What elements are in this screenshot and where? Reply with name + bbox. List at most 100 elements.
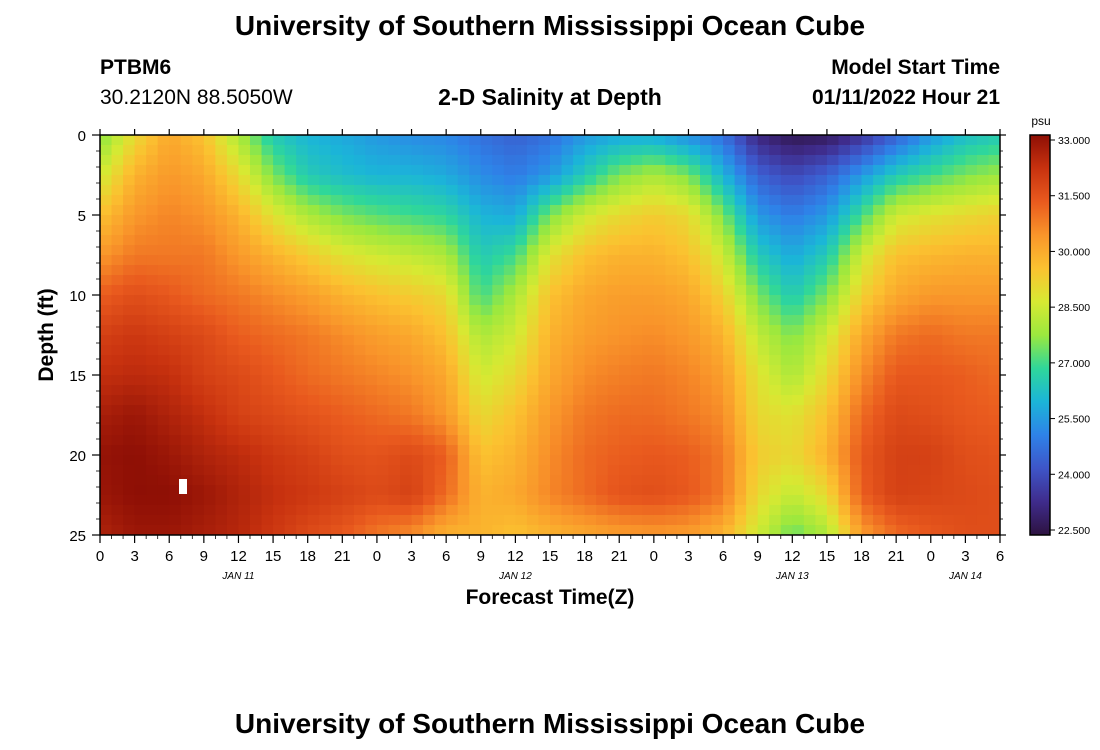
heatmap-cell (457, 265, 470, 276)
heatmap-cell (930, 455, 943, 466)
heatmap-cell (469, 375, 482, 386)
heatmap-cell (192, 415, 205, 426)
heatmap-cell (100, 135, 113, 146)
heatmap-cell (434, 395, 447, 406)
heatmap-cell (100, 355, 113, 366)
heatmap-cell (526, 475, 540, 486)
heatmap-cell (919, 515, 932, 526)
heatmap-cell (146, 185, 159, 196)
heatmap-cell (665, 505, 678, 516)
heatmap-cell (330, 325, 343, 336)
heatmap-cell (619, 325, 632, 336)
heatmap-cell (134, 195, 147, 206)
heatmap-cell (307, 345, 320, 356)
heatmap-cell (965, 365, 978, 376)
heatmap-cell (157, 405, 170, 416)
heatmap-cell (376, 415, 390, 426)
heatmap-cell (642, 345, 655, 356)
heatmap-cell (873, 175, 886, 186)
heatmap-cell (238, 525, 251, 535)
heatmap-cell (930, 375, 943, 386)
heatmap-cell (953, 135, 966, 146)
heatmap-cell (111, 375, 124, 386)
heatmap-cell (700, 155, 713, 166)
heatmap-cell (307, 525, 320, 535)
heatmap-cell (757, 205, 770, 216)
heatmap-cell (215, 385, 228, 396)
heatmap-cell (596, 225, 609, 236)
heatmap-cell (873, 385, 886, 396)
heatmap-cell (803, 465, 816, 476)
heatmap-cell (873, 505, 886, 516)
heatmap-cell (353, 195, 366, 206)
heatmap-cell (780, 295, 793, 306)
heatmap-cell (630, 145, 643, 156)
heatmap-cell (630, 245, 643, 256)
heatmap-cell (469, 465, 482, 476)
heatmap-cell (838, 525, 851, 535)
heatmap-cell (665, 315, 678, 326)
heatmap-cell (988, 405, 1000, 416)
heatmap-cell (388, 395, 401, 406)
heatmap-cell (446, 195, 459, 206)
heatmap-cell (630, 525, 643, 535)
heatmap-cell (653, 435, 666, 446)
heatmap-cell (400, 245, 413, 256)
heatmap-cell (215, 135, 228, 146)
heatmap-cell (411, 415, 424, 426)
heatmap-cell (723, 375, 736, 386)
heatmap-cell (607, 195, 620, 206)
heatmap-cell (965, 195, 978, 206)
heatmap-cell (930, 355, 943, 366)
heatmap-cell (376, 525, 390, 535)
heatmap-cell (250, 155, 263, 166)
heatmap-cell (642, 295, 655, 306)
heatmap-cell (515, 175, 528, 186)
x-tick-label: 0 (927, 548, 935, 565)
heatmap-cell (850, 305, 863, 316)
heatmap-cell (803, 265, 816, 276)
heatmap-cell (769, 195, 782, 206)
heatmap-cell (607, 505, 620, 516)
heatmap-cell (619, 345, 632, 356)
heatmap-cell (988, 135, 1000, 146)
heatmap-cell (976, 255, 990, 266)
heatmap-cell (411, 275, 424, 286)
heatmap-cell (596, 235, 609, 246)
heatmap-cell (423, 315, 436, 326)
heatmap-cell (469, 345, 482, 356)
heatmap-cell (388, 245, 401, 256)
heatmap-cell (215, 475, 228, 486)
heatmap-cell (907, 305, 920, 316)
heatmap-cell (665, 415, 678, 426)
heatmap-cell (423, 165, 436, 176)
heatmap-cell (400, 425, 413, 436)
heatmap-cell (815, 205, 828, 216)
heatmap-cell (850, 235, 863, 246)
heatmap-cell (203, 435, 216, 446)
heatmap-cell (942, 165, 955, 176)
heatmap-cell (226, 255, 240, 266)
heatmap-cell (630, 175, 643, 186)
heatmap-cell (238, 135, 251, 146)
heatmap-cell (803, 435, 816, 446)
heatmap-cell (942, 175, 955, 186)
heatmap-cell (319, 405, 332, 416)
heatmap-cell (688, 335, 701, 346)
heatmap-cell (192, 365, 205, 376)
heatmap-cell (296, 425, 309, 436)
heatmap-cell (665, 225, 678, 236)
heatmap-cell (515, 315, 528, 326)
heatmap-cell (780, 195, 793, 206)
heatmap-cell (665, 235, 678, 246)
heatmap-cell (400, 405, 413, 416)
heatmap-cell (665, 395, 678, 406)
heatmap-cell (873, 285, 886, 296)
heatmap-cell (423, 205, 436, 216)
heatmap-cell (273, 225, 286, 236)
heatmap-cell (111, 265, 124, 276)
heatmap-cell (319, 145, 332, 156)
heatmap-cell (319, 415, 332, 426)
heatmap-cell (192, 325, 205, 336)
heatmap-cell (688, 225, 701, 236)
